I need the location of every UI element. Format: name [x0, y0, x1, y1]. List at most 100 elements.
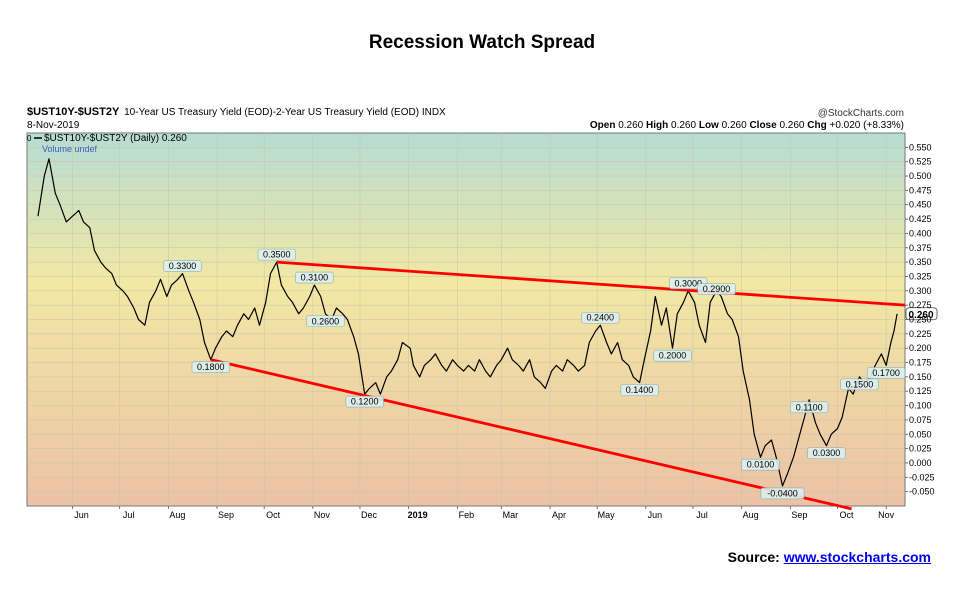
slide-title: Recession Watch Spread	[368, 32, 596, 53]
y-tick-label: 0.025	[909, 444, 932, 454]
y-tick-label: 0.325	[909, 271, 932, 281]
y-tick-label: 0.500	[909, 171, 932, 181]
chart-symbol-line: $UST10Y-$UST2Y 10-Year US Treasury Yield…	[27, 106, 446, 118]
data-label-text: 0.3300	[169, 261, 197, 271]
chart-description: 10-Year US Treasury Yield (EOD)-2-Year U…	[124, 107, 446, 118]
data-label-text: 0.2000	[659, 351, 687, 361]
y-tick-label: 0.000	[909, 458, 932, 468]
data-label-text: 0.0300	[813, 448, 841, 458]
x-tick-label: May	[598, 510, 616, 520]
series-layer	[37, 158, 898, 487]
ohlc-high-label: High	[646, 120, 669, 131]
data-label: -0.0400	[760, 487, 805, 500]
x-tick-label: Sep	[218, 510, 234, 520]
y-tick-label: 0.300	[909, 286, 932, 296]
y-tick-label: 0.350	[909, 257, 932, 267]
y-tick-label: 0.225	[909, 329, 932, 339]
data-label-box	[295, 271, 334, 284]
data-label: 0.3300	[163, 260, 202, 272]
data-label-text: 0.3100	[301, 273, 329, 283]
x-tick-label: Oct	[266, 510, 281, 520]
data-label-text: 0.1500	[846, 379, 874, 389]
y-tick-label: 0.050	[909, 429, 932, 439]
x-tick-label: Aug	[743, 510, 759, 520]
chart-symbol: $UST10Y-$UST2Y	[27, 106, 120, 118]
x-axis: Jun Jul Aug Sep Oct Nov Dec 2019 Feb Mar Apr May Jun…	[72, 506, 895, 520]
last-value-tag: 0.260	[905, 307, 938, 321]
y-tick-label: 0.450	[909, 200, 932, 210]
data-label: 0.2600	[306, 315, 345, 328]
data-label-box	[807, 447, 846, 460]
data-label-box	[790, 401, 829, 414]
ohlc-chg-value: +0.020 (+8.33%)	[829, 120, 905, 131]
trendline-upper	[276, 260, 906, 307]
chart-legend: 0 $UST10Y-$UST2Y (Daily) 0.260 Volume un…	[27, 133, 187, 154]
data-label-box	[867, 367, 906, 379]
y-axis: 0.550 0.525 0.500 0.475 0.450 0.425 0.400 0.375…	[905, 142, 935, 497]
data-label-box	[697, 283, 736, 295]
grid-lines	[27, 133, 905, 506]
x-tick-label: Aug	[169, 510, 185, 520]
data-label-text: -0.0400	[767, 488, 798, 498]
data-label-box	[620, 384, 659, 396]
data-label: 0.3100	[295, 271, 334, 284]
y-tick-label: 0.250	[909, 315, 932, 325]
source-note: Source: www.stockcharts.com	[728, 549, 931, 565]
data-label-box	[345, 395, 384, 408]
data-label: 0.1100	[790, 401, 829, 414]
y-tick-label: -0.025	[909, 472, 935, 482]
legend-marker: 0	[27, 134, 32, 143]
source-link[interactable]: www.stockcharts.com	[783, 549, 931, 565]
x-tick-label: Jul	[696, 510, 708, 520]
ohlc-close-value: 0.260	[779, 120, 805, 131]
y-tick-label: 0.525	[909, 157, 932, 167]
data-label: 0.1800	[191, 361, 230, 373]
data-label-box	[581, 311, 620, 324]
x-tick-label: Jun	[74, 510, 89, 520]
x-tick-label: Jul	[123, 510, 135, 520]
x-tick-label: Apr	[552, 510, 566, 520]
data-label-text: 0.2900	[703, 284, 731, 294]
data-label-box	[653, 349, 692, 362]
series-line	[37, 158, 898, 487]
x-tick-label: Sep	[791, 510, 807, 520]
data-label: 0.2900	[697, 283, 736, 295]
x-tick-label: Dec	[361, 510, 378, 520]
data-label-text: 0.1400	[626, 385, 654, 395]
data-label-text: 0.1200	[351, 397, 379, 407]
y-tick-label: 0.475	[909, 185, 932, 195]
data-label-box	[741, 458, 780, 471]
ohlc-open-label: Open	[589, 120, 616, 131]
data-label-box	[191, 361, 230, 373]
legend-volume: Volume undef	[42, 144, 98, 154]
data-label-text: 0.3500	[263, 250, 291, 260]
y-tick-label: 0.075	[909, 415, 932, 425]
x-tick-label: Mar	[503, 510, 519, 520]
y-tick-label: 0.550	[909, 142, 932, 152]
trendline-lower	[210, 358, 852, 511]
ohlc-close-label: Close	[749, 120, 777, 131]
data-label-box	[163, 260, 202, 272]
y-tick-label: 0.100	[909, 401, 932, 411]
x-tick-label: Jun	[648, 510, 663, 520]
ohlc-readout: Open 0.260 High 0.260 Low 0.260 Close 0.…	[590, 120, 904, 131]
data-label-text: 0.1800	[197, 362, 225, 372]
data-label-text: 0.0100	[747, 460, 775, 470]
x-tick-label: Feb	[459, 510, 475, 520]
data-label-text: 0.3000	[674, 278, 702, 288]
y-tick-label: 0.400	[909, 228, 932, 238]
last-value-box	[905, 307, 938, 321]
data-label: 0.2000	[653, 349, 692, 362]
chart-date: 8-Nov-2019	[27, 120, 80, 131]
data-label-text: 0.1100	[796, 402, 823, 412]
trendlines	[210, 260, 906, 511]
y-tick-label: -0.050	[909, 487, 935, 497]
data-label-box	[840, 378, 879, 391]
x-tick-label: 2019	[408, 510, 428, 520]
ohlc-chg-label: Chg	[807, 120, 827, 131]
last-value-label: 0.260	[908, 310, 933, 321]
data-label: 0.1200	[345, 395, 384, 408]
y-tick-label: 0.375	[909, 243, 932, 253]
x-tick-label: Nov	[314, 510, 331, 520]
data-label: 0.1700	[867, 367, 906, 379]
